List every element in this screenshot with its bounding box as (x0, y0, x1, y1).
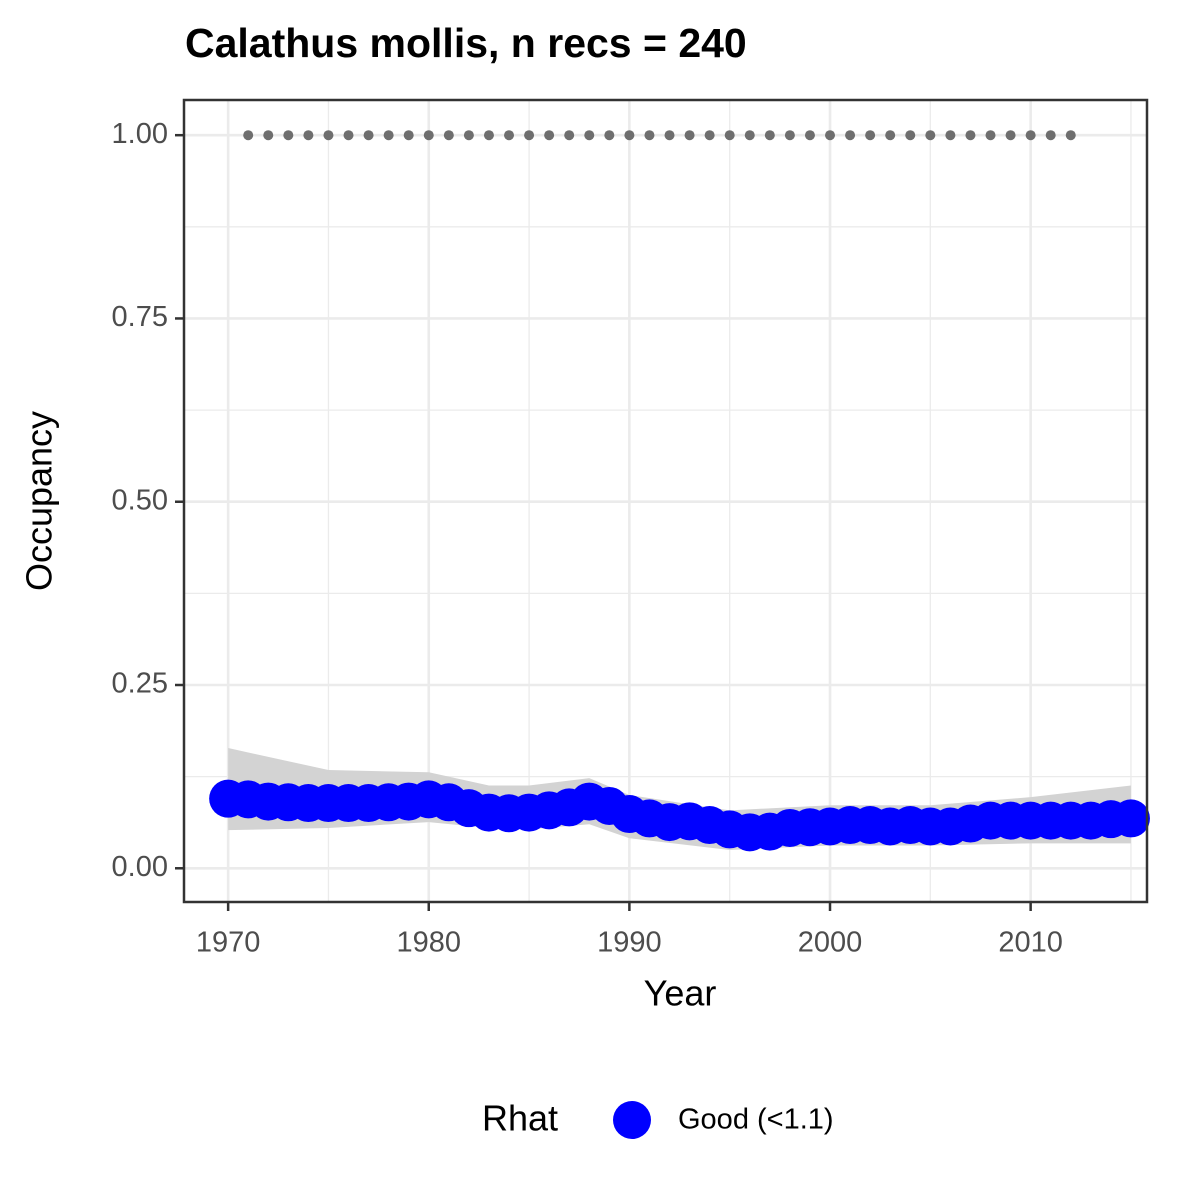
record-dot (804, 130, 815, 141)
record-dot (363, 130, 374, 141)
record-dot (323, 130, 334, 141)
legend-symbol (613, 1101, 651, 1139)
record-dot (383, 130, 394, 141)
record-dot (925, 130, 936, 141)
record-dot (965, 130, 976, 141)
y-tick-label: 0.00 (112, 851, 168, 883)
record-dot (524, 130, 535, 141)
record-dot (865, 130, 876, 141)
record-dot (1025, 130, 1036, 141)
record-dot (403, 130, 414, 141)
legend-label: Good (<1.1) (678, 1104, 834, 1136)
record-dot (544, 130, 555, 141)
record-dot (885, 130, 896, 141)
x-tick-label: 1970 (196, 927, 261, 959)
record-dot (1005, 130, 1016, 141)
y-tick-label: 0.75 (112, 301, 168, 333)
x-tick-label: 2000 (798, 927, 863, 959)
record-dot (784, 130, 795, 141)
x-tick-label: 1980 (397, 927, 462, 959)
record-dot (343, 130, 354, 141)
record-dot (905, 130, 916, 141)
record-dot (303, 130, 314, 141)
record-dot (263, 130, 274, 141)
record-dot (744, 130, 755, 141)
record-dot (463, 130, 474, 141)
record-dot (483, 130, 494, 141)
record-dot (584, 130, 595, 141)
record-dot (704, 130, 715, 141)
record-dot (504, 130, 515, 141)
y-tick-label: 1.00 (112, 118, 168, 150)
record-dot (443, 130, 454, 141)
legend-title: Rhat (482, 1098, 558, 1139)
record-dot (604, 130, 615, 141)
record-dot (825, 130, 836, 141)
y-tick-label: 0.50 (112, 484, 168, 516)
x-tick-label: 1990 (597, 927, 662, 959)
record-dot (684, 130, 695, 141)
x-tick-label: 2010 (998, 927, 1063, 959)
point (1111, 799, 1150, 838)
panel-border (182, 98, 1149, 904)
record-dot (664, 130, 675, 141)
record-dot (724, 130, 735, 141)
record-dot (764, 130, 775, 141)
record-dot (1065, 130, 1076, 141)
record-dot (985, 130, 996, 141)
y-axis-title: Occupancy (19, 411, 60, 591)
record-dot (624, 130, 635, 141)
record-dot (845, 130, 856, 141)
y-tick-label: 0.25 (112, 668, 168, 700)
record-dot (1045, 130, 1056, 141)
record-dot (644, 130, 655, 141)
record-dot (564, 130, 575, 141)
chart-title: Calathus mollis, n recs = 240 (185, 20, 747, 66)
record-dot (283, 130, 294, 141)
record-dot (243, 130, 254, 141)
record-dot (423, 130, 434, 141)
x-axis-title: Year (644, 973, 717, 1014)
record-dot (945, 130, 956, 141)
